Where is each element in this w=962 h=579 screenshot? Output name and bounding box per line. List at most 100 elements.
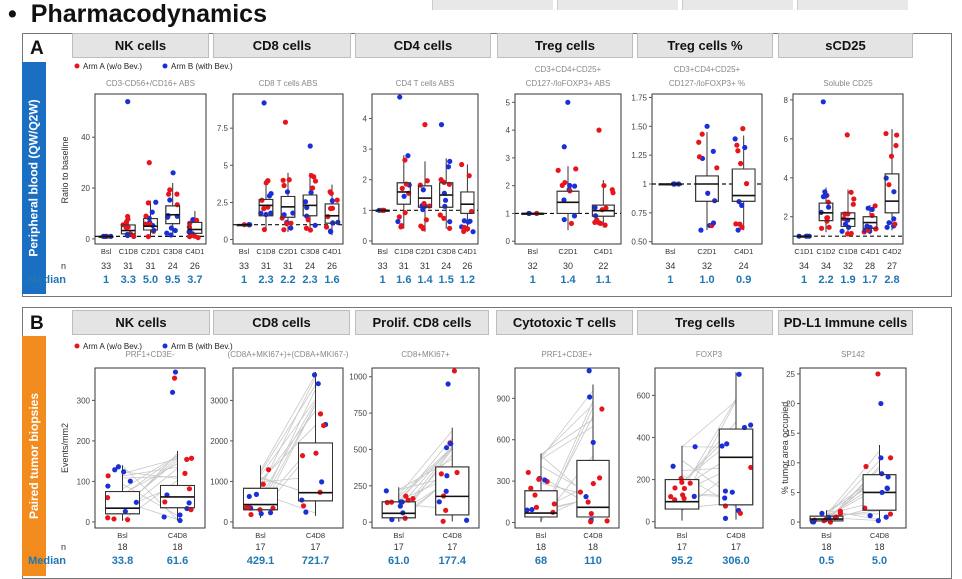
pdl1-ylabel: % tumor area occupied — [780, 402, 790, 495]
legend-arm-b: Arm B (with Bev.) — [171, 62, 233, 71]
a-chart-5-point — [892, 221, 898, 227]
a-chart-4-point — [712, 198, 718, 204]
b-chart-1-point — [299, 453, 306, 459]
b-chart-3-subtitle: PRF1+CD3E+ — [541, 350, 592, 359]
b-chart-3-median-value: 68 — [535, 555, 547, 567]
a-chart-3-point — [596, 220, 602, 226]
a-chart-4-n-value: 32 — [702, 261, 712, 271]
a-chart-0-point — [168, 232, 174, 238]
b-chart-2-outlier — [445, 381, 451, 387]
a-chart-3-point — [568, 220, 575, 227]
a-chart-5-xtick-label: C4D2 — [882, 247, 901, 256]
a-chart-4-point — [732, 136, 738, 142]
a-chart-2-point — [459, 161, 465, 168]
a-chart-0-frame — [94, 93, 207, 245]
a-chart-3-median-value: 1.1 — [596, 274, 611, 286]
a-chart-5-point — [886, 220, 892, 226]
a-chart-0-xtick-label: C3D8 — [163, 247, 182, 256]
b-chart-0-subtitle: PRF1+CD3E- — [125, 350, 174, 359]
a-chart-5-point — [869, 212, 875, 219]
a-chart-3-point — [609, 187, 615, 193]
a-chart-2-point — [402, 210, 408, 216]
a-chart-1-n-value: 24 — [305, 261, 315, 271]
b-chart-3-pair-line — [540, 419, 594, 455]
panel-b-header-1: CD8 cells — [213, 310, 350, 335]
a-chart-1-point — [304, 204, 310, 211]
a-chart-5-point — [884, 224, 890, 230]
b-chart-1-frame — [232, 367, 344, 529]
b-chart-0-point — [105, 473, 111, 479]
b-chart-4-point — [748, 422, 754, 428]
b-chart-5-ytick-label: 25 — [786, 370, 795, 379]
a-chart-0-point — [130, 233, 137, 239]
a-chart-1-xtick-label: C4D1 — [322, 247, 341, 256]
a-chart-5-point — [822, 189, 828, 195]
b-chart-1-box-outline — [243, 487, 278, 511]
b-chart-3-point — [524, 507, 530, 513]
a-chart-0-xtick-label: C2D1 — [141, 247, 160, 256]
a-chart-5-point — [825, 199, 831, 205]
a-chart-0-median-value: 9.5 — [165, 274, 180, 286]
a-chart-1-point — [290, 210, 296, 216]
a-chart-5-n-value: 34 — [821, 261, 831, 271]
a-chart-4-median-value: 0.9 — [736, 274, 751, 286]
a-chart-3-ytick-label: 4 — [506, 126, 511, 135]
b-chart-5-ytick-label: 20 — [786, 400, 795, 409]
b-chart-0-point — [188, 455, 195, 461]
a-chart-3-point — [602, 222, 608, 228]
b-chart-5-xtick-label: C4D8 — [870, 531, 889, 540]
b-chart-1-xtick-label: Bsl — [255, 531, 266, 540]
a-chart-4-outlier — [704, 123, 710, 129]
a-chart-5-xtick-label: C1D8 — [838, 247, 857, 256]
a-chart-0-point — [164, 230, 170, 236]
a-chart-5-median-value: 2.2 — [818, 274, 833, 286]
panel-a-header-1: CD8 cells — [213, 33, 351, 58]
b-chart-3-pair-line — [540, 404, 594, 456]
b-chart-4-subtitle: FOXP3 — [696, 350, 723, 359]
a-chart-5-ytick-label: 8 — [784, 96, 789, 105]
a-chart-4-subtitle: CD127-/loFOXP3+ % — [669, 79, 745, 88]
b-chart-3-ytick-label: 300 — [497, 477, 511, 486]
b-chart-2-point — [443, 488, 449, 494]
b-chart-4-ytick-label: 600 — [637, 391, 651, 400]
b-chart-4-ytick-label: 400 — [637, 433, 651, 442]
a-chart-0-point — [145, 200, 151, 206]
b-chart-4-point — [737, 510, 743, 516]
b-chart-4-point — [722, 503, 729, 509]
a-chart-0-n-value: 31 — [123, 261, 133, 271]
a-chart-5-n-value: 34 — [799, 261, 809, 271]
panel-a-label: A — [30, 38, 44, 59]
a-chart-4-n-value: 24 — [739, 261, 749, 271]
panel-b-header-4: Treg cells — [637, 310, 773, 335]
a-chart-5-point — [826, 224, 832, 230]
b-chart-4-point — [668, 494, 674, 500]
a-chart-1-point — [263, 180, 269, 186]
b-chart-4-point — [691, 493, 697, 499]
panel-b-n-label: n — [61, 542, 66, 552]
a-chart-0-point — [153, 199, 159, 205]
a-chart-3-point — [592, 213, 599, 219]
b-chart-4-pair-line — [681, 398, 737, 492]
a-chart-5-outlier — [820, 99, 826, 105]
b-chart-1-point — [248, 511, 254, 518]
legend-arm-a: Arm A (w/o Bev.) — [83, 342, 142, 351]
page-title: • Pharmacodynamics — [8, 0, 267, 28]
a-chart-1-point — [308, 172, 314, 179]
panel-a-header-2: CD4 cells — [355, 33, 491, 58]
b-chart-1-point — [317, 411, 324, 417]
a-chart-3-outlier — [596, 127, 602, 133]
a-chart-0-point — [145, 233, 151, 240]
a-chart-0-median-value: 1 — [103, 274, 109, 286]
a-chart-5-xtick-label: C4D1 — [860, 247, 879, 256]
b-chart-4-point — [719, 443, 725, 449]
a-chart-5-point — [820, 194, 827, 200]
b-chart-5-point — [811, 519, 817, 525]
a-chart-4-point — [739, 224, 745, 230]
a-chart-4-box-outline — [695, 175, 719, 202]
a-chart-2-point — [423, 217, 429, 223]
a-chart-0-median-value: 5.0 — [143, 274, 158, 286]
a-chart-1-point — [261, 206, 267, 212]
b-chart-1-ytick-label: 3000 — [210, 396, 228, 405]
b-chart-2-pair-line — [398, 446, 453, 498]
